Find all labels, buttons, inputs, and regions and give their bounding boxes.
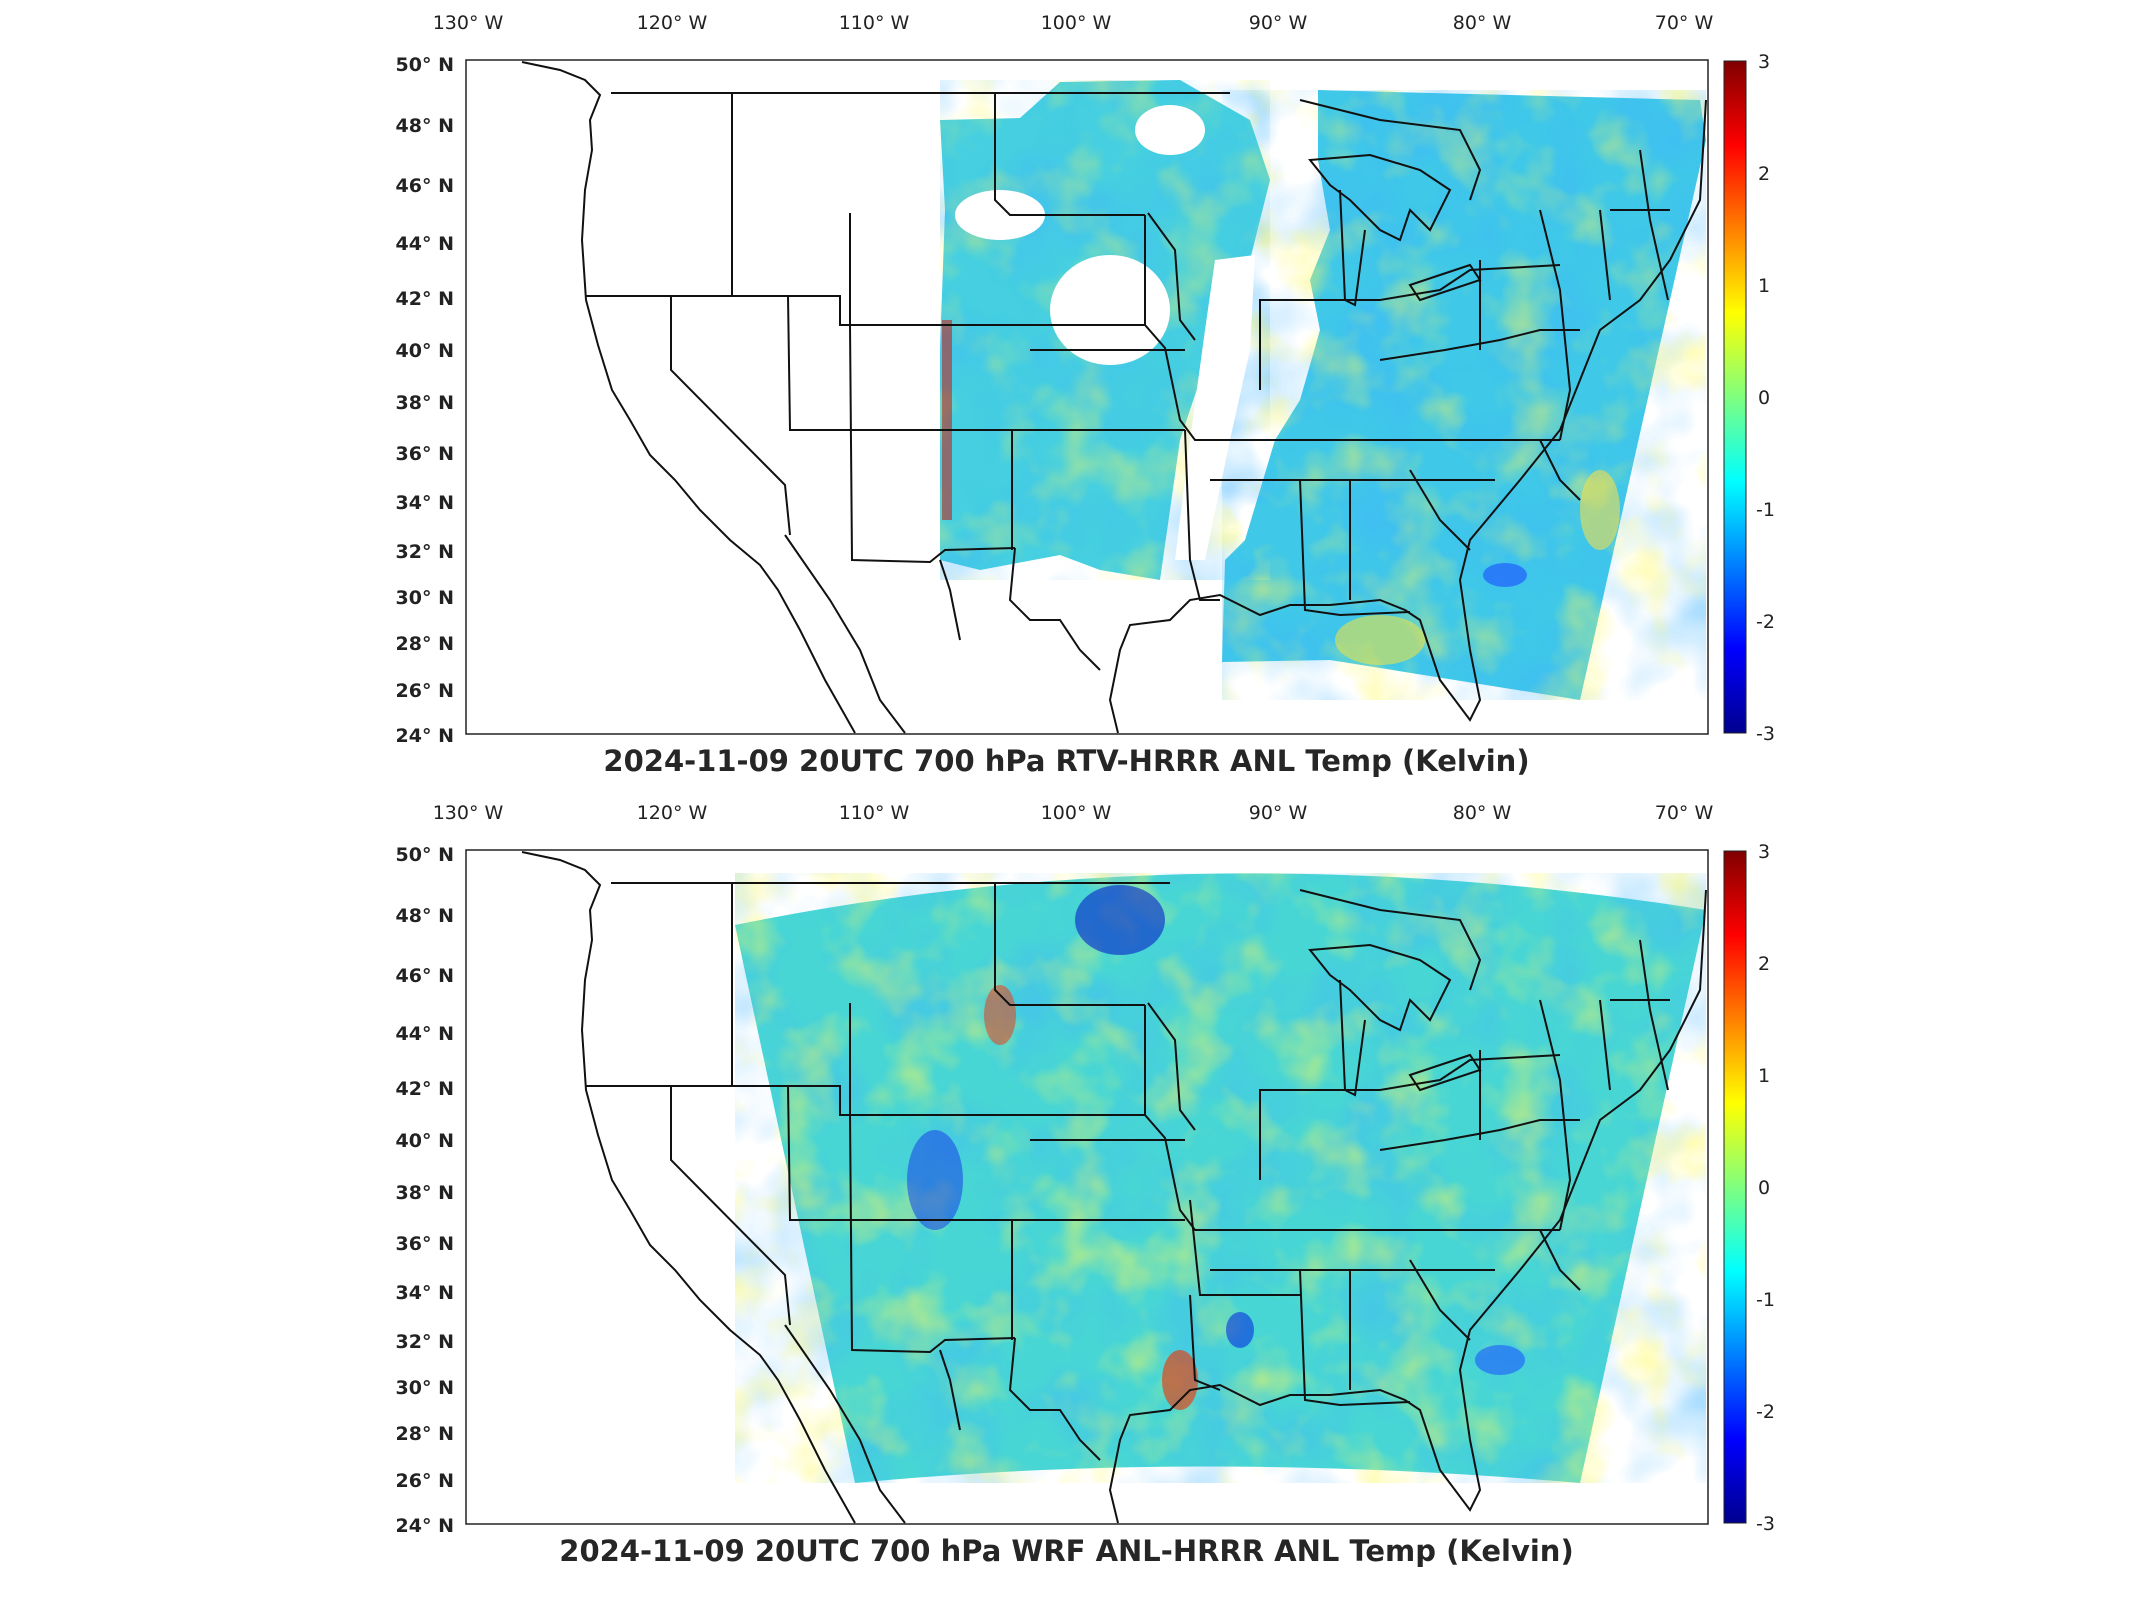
colorbar-tick: -2 [1756,611,1775,633]
colorbar-tick: -3 [1756,1513,1775,1535]
lat-label: 26° N [396,1470,454,1492]
lon-label: 80° W [1453,802,1512,824]
lat-label: 50° N [396,54,454,76]
lat-label: 46° N [396,175,454,197]
lon-label: 80° W [1453,12,1512,34]
state-boundaries [521,61,1707,734]
lat-label: 36° N [396,1233,454,1255]
lat-label: 34° N [396,492,454,514]
map-area [465,849,1709,1525]
lat-label: 32° N [396,1331,454,1353]
map-title: 2024-11-09 20UTC 700 hPa RTV-HRRR ANL Te… [603,744,1530,778]
lat-label: 28° N [396,633,454,655]
colorbar-tick: -1 [1756,499,1775,521]
lon-label: 100° W [1041,802,1112,824]
lat-label: 42° N [396,1078,454,1100]
lat-label: 30° N [396,587,454,609]
colorbar-tick: 3 [1758,51,1770,73]
colorbar: 3 2 1 0 -1 -2 -3 [1723,51,1775,745]
lat-label: 28° N [396,1423,454,1445]
lon-label: 120° W [637,802,708,824]
colorbar: 3 2 1 0 -1 -2 -3 [1723,841,1775,1535]
colorbar-tick: 0 [1758,1177,1770,1199]
lon-label: 110° W [839,802,910,824]
lon-axis-labels: 130° W 120° W 110° W 100° W 90° W 80° W … [433,12,1714,34]
lat-label: 40° N [396,340,454,362]
colorbar-tick: -2 [1756,1401,1775,1423]
lat-label: 44° N [396,1023,454,1045]
colorbar-tick: 0 [1758,387,1770,409]
lon-label: 90° W [1249,12,1308,34]
map-title: 2024-11-09 20UTC 700 hPa WRF ANL-HRRR AN… [559,1534,1574,1568]
lon-axis-labels: 130° W 120° W 110° W 100° W 90° W 80° W … [433,802,1714,824]
lat-label: 40° N [396,1130,454,1152]
map-panel-rtv: 130° W 120° W 110° W 100° W 90° W 80° W … [396,12,1775,778]
lat-label: 30° N [396,1377,454,1399]
colorbar-tick: 2 [1758,163,1770,185]
lat-label: 36° N [396,443,454,465]
lat-label: 44° N [396,233,454,255]
lat-axis-labels: 50° N 48° N 46° N 44° N 42° N 40° N 38° … [396,54,454,747]
temperature-field-central [940,80,1270,580]
colorbar-tick: 1 [1758,275,1770,297]
lon-label: 120° W [637,12,708,34]
colorbar-tick: 3 [1758,841,1770,863]
colorbar-gradient [1723,850,1747,1524]
map-panel-wrf: 130° W 120° W 110° W 100° W 90° W 80° W … [0,790,2133,1590]
lon-label: 110° W [839,12,910,34]
colorbar-gradient [1723,60,1747,734]
lat-label: 24° N [396,1515,454,1537]
lon-label: 70° W [1655,12,1714,34]
colorbar-tick: -3 [1756,723,1775,745]
lat-label: 34° N [396,1282,454,1304]
lat-label: 26° N [396,680,454,702]
lon-label: 100° W [1041,12,1112,34]
lat-label: 24° N [396,725,454,747]
temperature-field [735,873,1706,1483]
colorbar-tick: 1 [1758,1065,1770,1087]
lon-label: 130° W [433,802,504,824]
map-figure: 130° W 120° W 110° W 100° W 90° W 80° W … [396,12,1775,747]
lon-label: 70° W [1655,802,1714,824]
lat-label: 42° N [396,288,454,310]
map-figure: 130° W 120° W 110° W 100° W 90° W 80° W … [396,802,1775,1537]
lat-label: 38° N [396,1182,454,1204]
lat-axis-labels: 50° N 48° N 46° N 44° N 42° N 40° N 38° … [396,844,454,1537]
lat-label: 46° N [396,965,454,987]
lon-label: 90° W [1249,802,1308,824]
lon-label: 130° W [433,12,504,34]
state-boundaries [521,851,1707,1524]
lat-label: 48° N [396,115,454,137]
lat-label: 32° N [396,541,454,563]
lat-label: 50° N [396,844,454,866]
map-area [465,59,1709,735]
colorbar-tick: -1 [1756,1289,1775,1311]
colorbar-tick: 2 [1758,953,1770,975]
lat-label: 38° N [396,392,454,414]
lat-label: 48° N [396,905,454,927]
